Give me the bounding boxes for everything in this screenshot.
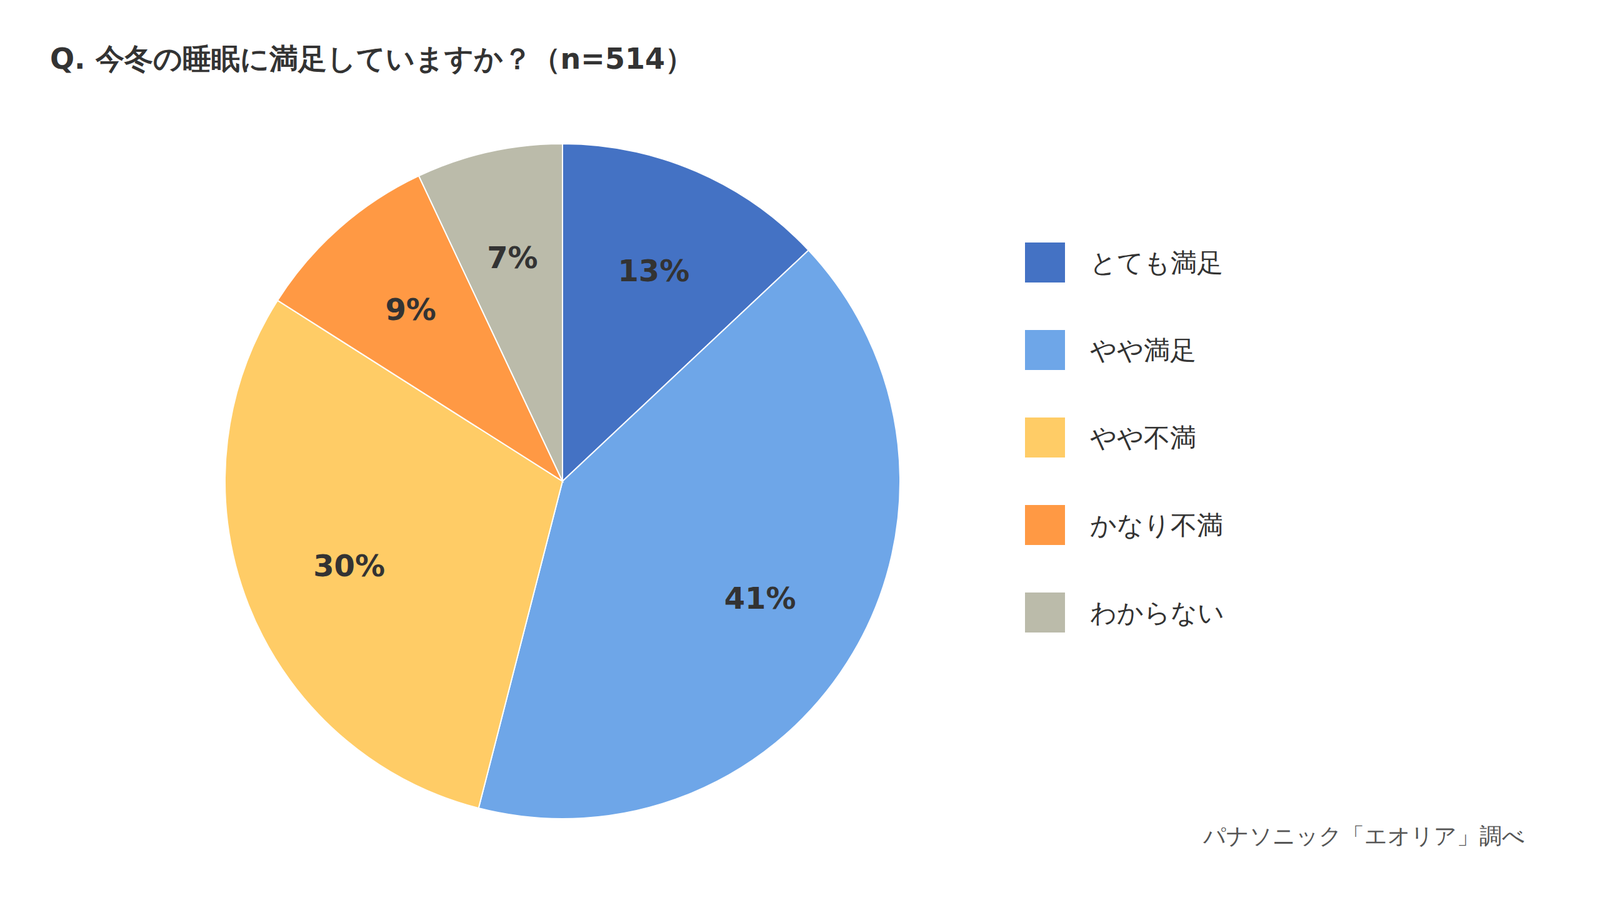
data-label: 7%: [486, 240, 539, 275]
background: [0, 0, 1600, 900]
annotation: パナソニック「エオリア」調べ: [1202, 823, 1525, 849]
legend-label: やや不満: [1090, 422, 1197, 454]
pie-slice: [418, 143, 563, 482]
legend-label: やや満足: [1090, 335, 1197, 366]
legend-item: とても満足: [1025, 242, 1224, 283]
chart-title: Q. 今冬の睡眠に満足していますか？（n=514）: [50, 41, 694, 76]
legend-item: わからない: [1025, 592, 1225, 633]
legend-swatch: [1025, 505, 1065, 545]
legend-label: かなり不満: [1090, 510, 1224, 541]
data-label: 30%: [313, 548, 385, 584]
legend-swatch: [1025, 592, 1065, 633]
legend-label: わからない: [1090, 597, 1225, 629]
legend-label: とても満足: [1090, 247, 1224, 279]
legend-item: やや不満: [1025, 417, 1197, 458]
data-label: 9%: [385, 291, 437, 327]
data-labels: 13% 41% 30% 9% 7%: [313, 240, 796, 616]
data-label: 13%: [617, 253, 690, 289]
pie: [225, 143, 900, 819]
legend: とても満足やや満足やや不満かなり不満わからない: [1025, 242, 1225, 633]
legend-swatch: [1025, 242, 1065, 283]
legend-item: やや満足: [1025, 330, 1197, 370]
legend-swatch: [1025, 330, 1065, 370]
chart-container: Q. 今冬の睡眠に満足していますか？（n=514） 13% 41% 30% 9% 7% とて…: [0, 0, 1600, 900]
data-label: 41%: [724, 580, 797, 616]
legend-item: かなり不満: [1025, 505, 1224, 545]
chart-svg: Q. 今冬の睡眠に満足していますか？（n=514） 13% 41% 30% 9% 7% とて…: [0, 0, 1600, 900]
legend-swatch: [1025, 417, 1065, 458]
